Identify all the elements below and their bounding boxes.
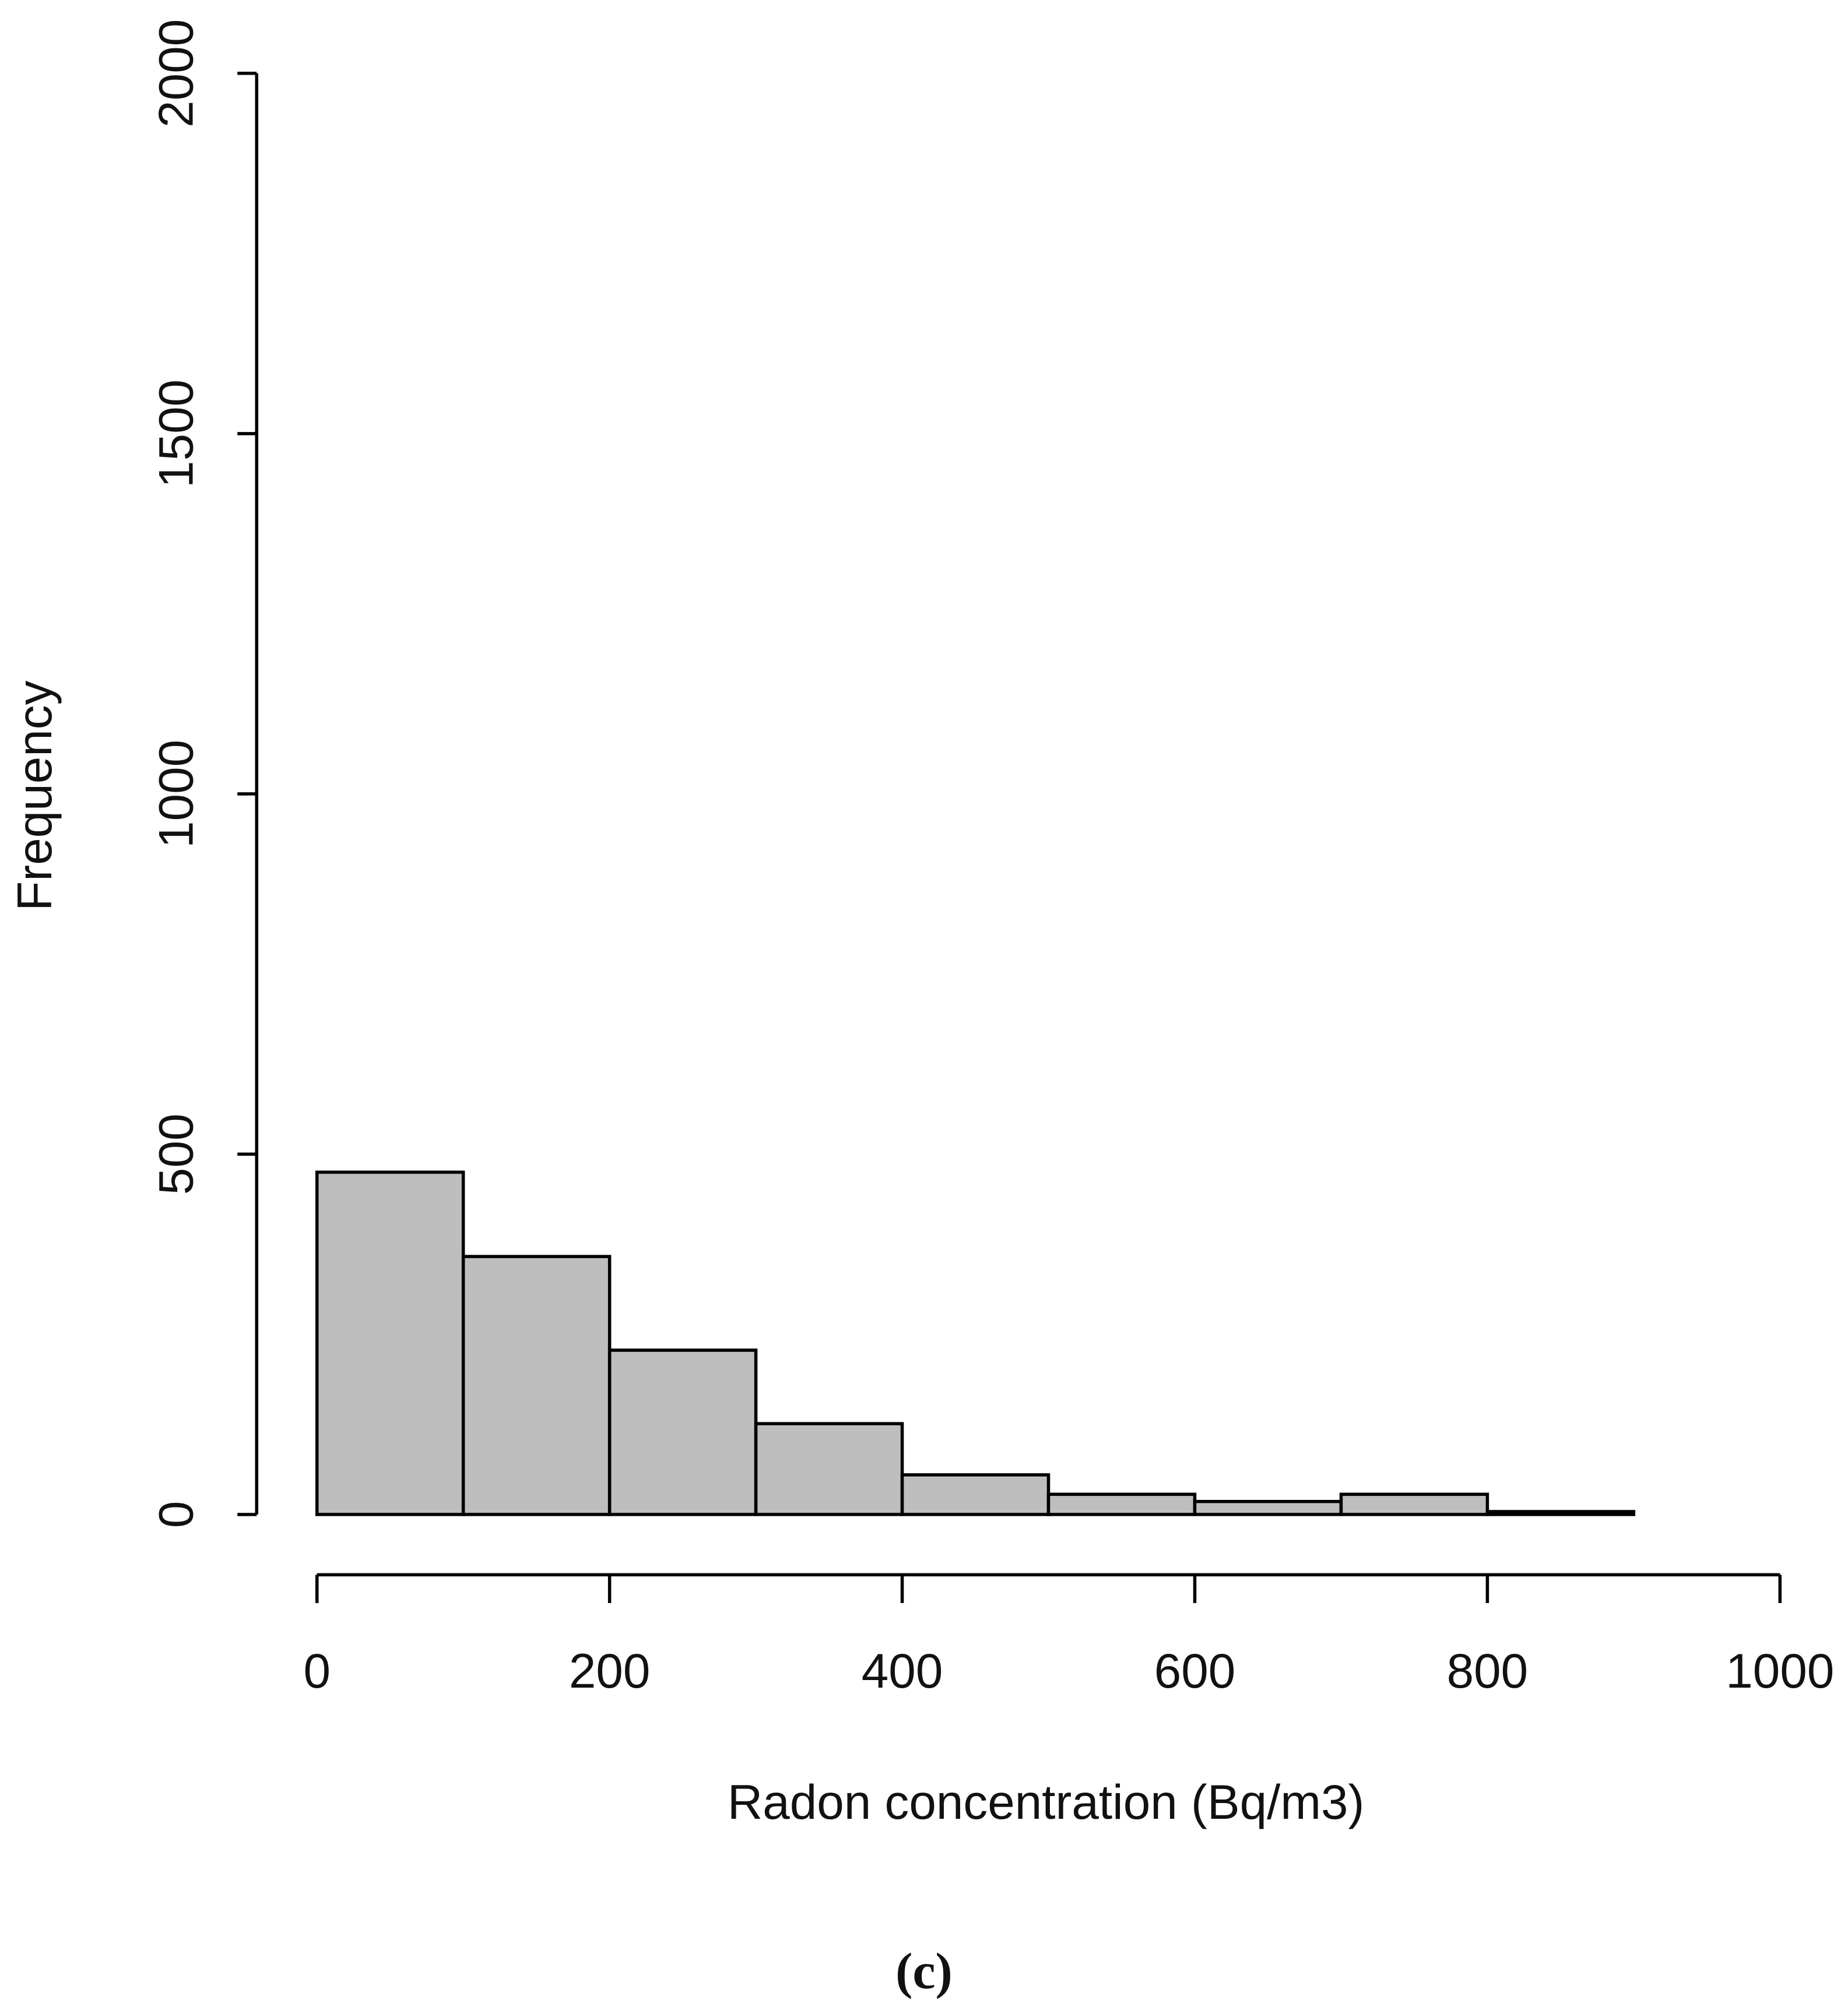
y-tick-label: 0 (148, 1501, 203, 1528)
y-axis-label: Frequency (7, 680, 62, 911)
bar (461, 1255, 612, 1516)
y-tick-label: 1000 (148, 740, 203, 848)
x-tick-label: 400 (862, 1643, 943, 1698)
bar (900, 1473, 1051, 1516)
x-tick-label: 800 (1447, 1643, 1529, 1698)
bar (607, 1348, 758, 1516)
y-tick-label: 500 (148, 1113, 203, 1195)
x-axis-label: Radon concentration (Bq/m3) (728, 1774, 1365, 1829)
x-tick-label: 0 (303, 1643, 331, 1698)
x-tick-label: 600 (1154, 1643, 1236, 1698)
bar (315, 1171, 465, 1516)
caption: (c) (895, 1944, 953, 2000)
bar (754, 1422, 904, 1516)
x-tick-label: 1000 (1726, 1643, 1834, 1698)
bar (1046, 1492, 1197, 1516)
bar (1485, 1510, 1636, 1516)
y-tick-label: 1500 (148, 379, 203, 488)
x-tick-label: 200 (569, 1643, 651, 1698)
bar (1193, 1499, 1343, 1516)
y-tick-label: 2000 (148, 19, 203, 128)
bar (1339, 1492, 1489, 1516)
